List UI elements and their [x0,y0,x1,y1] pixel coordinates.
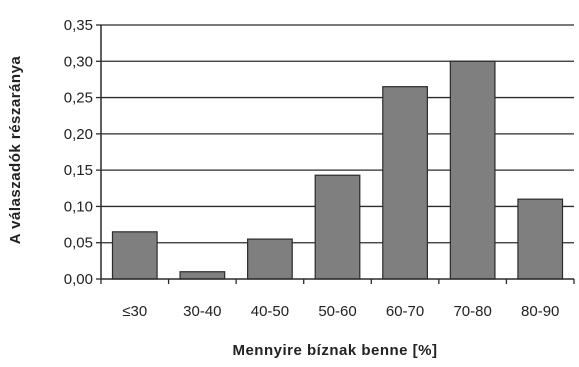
y-tick-label: 0,20 [64,126,93,143]
bar [517,198,564,280]
x-tick-label: 30-40 [183,303,221,320]
x-axis-title: Mennyire bíznak benne [%] [232,342,437,359]
bar [449,60,496,280]
y-tick-label: 0,30 [64,53,93,70]
x-tick-label: 60-70 [386,303,424,320]
gridlines [101,24,574,244]
x-tick-label: ≤30 [122,303,147,320]
bar [179,271,226,280]
tick-labels: 0,00 0,05 0,10 0,15 0,20 0,25 0,30 0,35 ≤30 30-40… [64,17,560,320]
bar [314,174,361,280]
x-tick-label: 40-50 [251,303,289,320]
y-tick-label: 0,25 [64,90,93,107]
bar [111,231,158,280]
y-tick-label: 0,35 [64,17,93,34]
y-axis-title: A válaszadók részaránya [7,56,24,245]
axes [96,24,575,284]
bar [247,238,293,280]
y-tick-label: 0,15 [64,162,93,179]
y-tick-label: 0,10 [64,198,93,215]
bar [382,86,428,280]
bars [111,60,564,280]
x-tick-label: 80-90 [521,303,559,320]
x-tick-label: 50-60 [318,303,356,320]
x-tick-label: 70-80 [453,303,491,320]
y-tick-label: 0,05 [64,235,93,252]
y-tick-label: 0,00 [64,271,93,288]
